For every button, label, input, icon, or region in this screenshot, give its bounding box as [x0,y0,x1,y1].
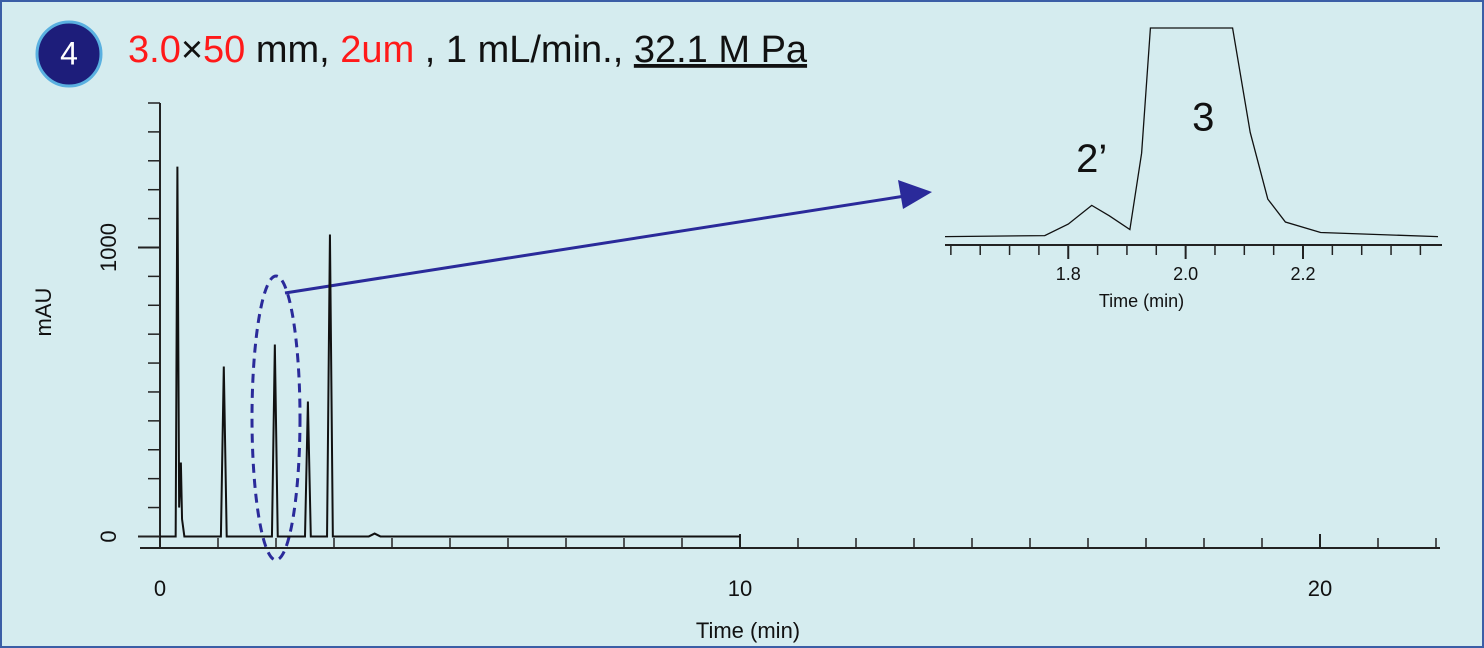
data-line [944,27,1439,238]
x-axis-label: Time (min) [1099,291,1184,311]
x-tick-label: 20 [1308,576,1332,601]
title-part: 50 [203,29,245,71]
badge-label: 4 [60,35,78,71]
chart-title: 3.0×50 mm, 2um , 1 mL/min., 32.1 M Pa [128,29,808,71]
arrow [284,194,906,295]
y-axis-label: mAU [31,288,56,337]
y-tick-label: 1000 [96,223,121,272]
title-part: 32.1 M Pa [634,29,808,71]
peak-label: 3 [1192,95,1214,139]
y-tick-label: 0 [96,530,121,542]
badge [35,20,103,88]
highlight-ellipse [250,274,302,562]
title-part: mm, [245,29,340,71]
x-tick-label: 10 [728,576,752,601]
data-line [160,166,740,538]
title-part: 3.0 [128,29,181,71]
x-tick-label: 2.0 [1173,264,1198,284]
title-part: 2um [340,29,414,71]
arrow-head [898,180,932,209]
title-part: × [181,29,203,71]
x-tick-label: 1.8 [1056,264,1081,284]
x-axis-label: Time (min) [696,618,800,643]
peak-label: 2’ [1076,137,1107,181]
title-part: , 1 mL/min., [414,29,634,71]
x-tick-label: 2.2 [1290,264,1315,284]
x-tick-label: 0 [154,576,166,601]
